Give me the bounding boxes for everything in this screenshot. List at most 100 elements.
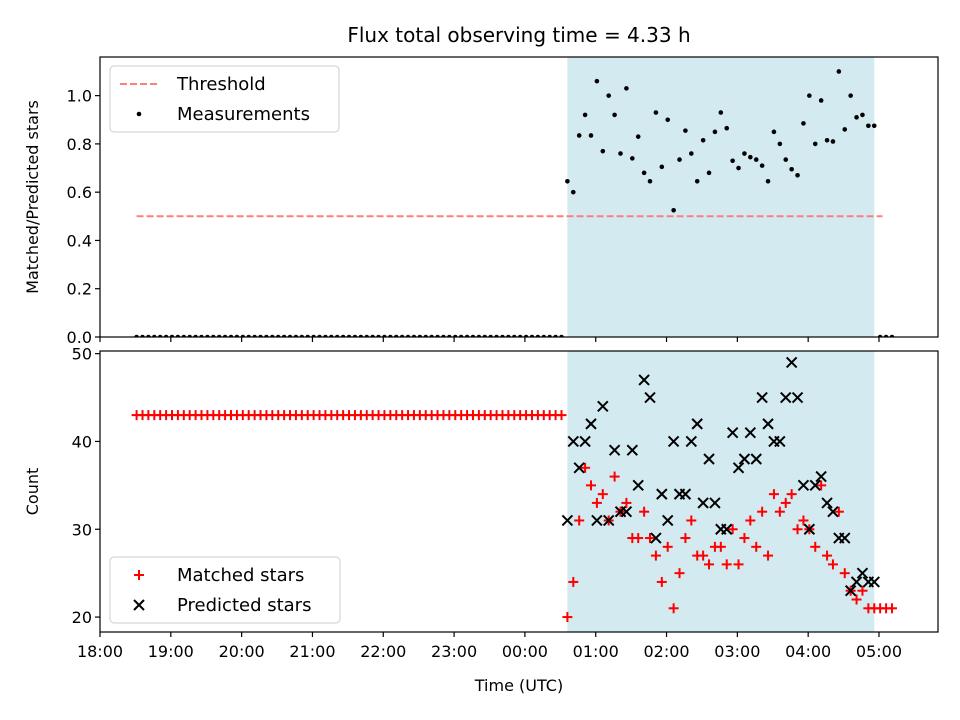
predicted-star-point: [679, 488, 692, 500]
marker-stroke: [850, 576, 863, 588]
marker-stroke: [791, 391, 804, 404]
predicted-star-point: [815, 470, 827, 483]
measurement-point: [689, 151, 694, 156]
measurement-point: [818, 98, 824, 103]
measurement-point: [582, 112, 588, 118]
marker-stroke: [561, 514, 574, 527]
predicted-star-point: [721, 523, 733, 535]
predicted-star-point: [602, 514, 615, 527]
measurement-point: [570, 189, 576, 195]
matched-star-point: [668, 603, 679, 614]
measurement-point: [630, 156, 635, 161]
measurement-point: [848, 93, 853, 98]
predicted-star-point: [133, 599, 145, 611]
matched-star-point: [715, 541, 726, 552]
marker-stroke: [868, 576, 880, 588]
predicted-star-point: [691, 418, 703, 430]
measurement-point: [860, 112, 865, 118]
measurement-point: [801, 121, 806, 126]
predicted-star-point: [856, 567, 869, 579]
matched-star-point: [751, 541, 762, 552]
marker-stroke: [756, 391, 768, 404]
matched-star-point: [798, 515, 809, 526]
measurement-point: [759, 163, 765, 168]
x-tick-label: 01:00: [573, 642, 619, 661]
matched-star-point: [733, 559, 744, 570]
matched-star-point: [839, 568, 850, 579]
marker-stroke: [709, 497, 721, 509]
predicted-star-point: [732, 462, 745, 474]
predicted-star-point: [638, 374, 650, 386]
matched-star-point: [792, 524, 803, 535]
predicted-star-point: [762, 418, 774, 430]
measurement-point: [600, 148, 606, 154]
marker-stroke: [697, 497, 709, 509]
marker-stroke: [839, 532, 851, 544]
predicted-star-point: [567, 435, 580, 448]
predicted-star-point: [620, 505, 633, 518]
predicted-star-point: [579, 435, 591, 448]
measurement-point: [836, 69, 842, 74]
x-tick-label: 22:00: [360, 642, 406, 661]
matched-star-point: [857, 585, 868, 596]
top-observing-window: [567, 57, 875, 337]
y-tick-label: 0.4: [67, 231, 92, 250]
measurement-point: [641, 170, 647, 176]
x-tick-label: 18:00: [77, 642, 123, 661]
marker-stroke: [738, 453, 751, 465]
predicted-star-point: [597, 400, 609, 413]
marker-stroke: [827, 505, 839, 518]
measurement-point: [753, 157, 759, 162]
matched-star-point: [134, 570, 144, 580]
x-tick-label: 23:00: [431, 642, 477, 661]
measurement-point: [807, 93, 812, 98]
bottom-x-ticks: 18:00 19:00 20:00 21:00 22:00 23:00 00:00 01:00…: [77, 632, 902, 661]
matched-star-point: [851, 594, 862, 605]
matched-star-point: [810, 541, 821, 552]
x-tick-label: 05:00: [856, 642, 902, 661]
matched-star-point: [645, 533, 656, 544]
marker-stroke: [650, 532, 662, 544]
measurement-point: [771, 129, 777, 135]
y-tick-label: 30: [72, 520, 92, 539]
matched-star-point: [568, 576, 579, 587]
measurement-point: [789, 166, 794, 172]
x-tick-label: 21:00: [289, 642, 335, 661]
predicted-star-point: [573, 462, 585, 474]
measurement-point: [576, 133, 582, 138]
legend-label: Measurements: [177, 104, 310, 125]
legend-label: Threshold: [176, 74, 266, 95]
matched-star-point: [886, 603, 897, 614]
predicted-star-point: [750, 453, 762, 465]
marker-stroke: [679, 488, 692, 500]
predicted-star-point: [839, 532, 851, 544]
marker-stroke: [721, 523, 733, 535]
matched-star-point: [674, 568, 685, 579]
measurement-point: [665, 117, 671, 123]
matched-star-point: [591, 497, 602, 508]
marker-stroke: [608, 444, 621, 456]
marker-stroke: [821, 497, 833, 509]
matched-star-point: [822, 550, 833, 561]
marker-stroke: [685, 435, 698, 448]
predicted-star-point: [774, 435, 786, 448]
chart-title: Flux total observing time = 4.33 h: [347, 23, 690, 47]
matched-star-point: [816, 480, 827, 491]
matched-star-point: [757, 506, 768, 517]
marker-stroke: [780, 391, 792, 404]
bottom-panel: 20 30 40 50 18:00 19:00 20:00 21:00 22:00 23:00 00…: [23, 345, 939, 661]
top-y-axis-label: Matched/Predicted stars: [23, 100, 42, 294]
matched-star-point: [698, 550, 709, 561]
matched-star-point: [597, 489, 608, 500]
matched-star-point: [768, 489, 779, 500]
marker-stroke: [591, 514, 603, 527]
measurement-point: [677, 157, 682, 162]
measurement-point: [824, 137, 830, 143]
top-legend: Threshold Measurements: [109, 65, 340, 133]
x-tick-label: 19:00: [148, 642, 194, 661]
predicted-star-point: [685, 435, 698, 448]
measurement-point: [136, 111, 142, 117]
predicted-star-point: [744, 426, 757, 439]
matched-star-point: [833, 506, 844, 517]
